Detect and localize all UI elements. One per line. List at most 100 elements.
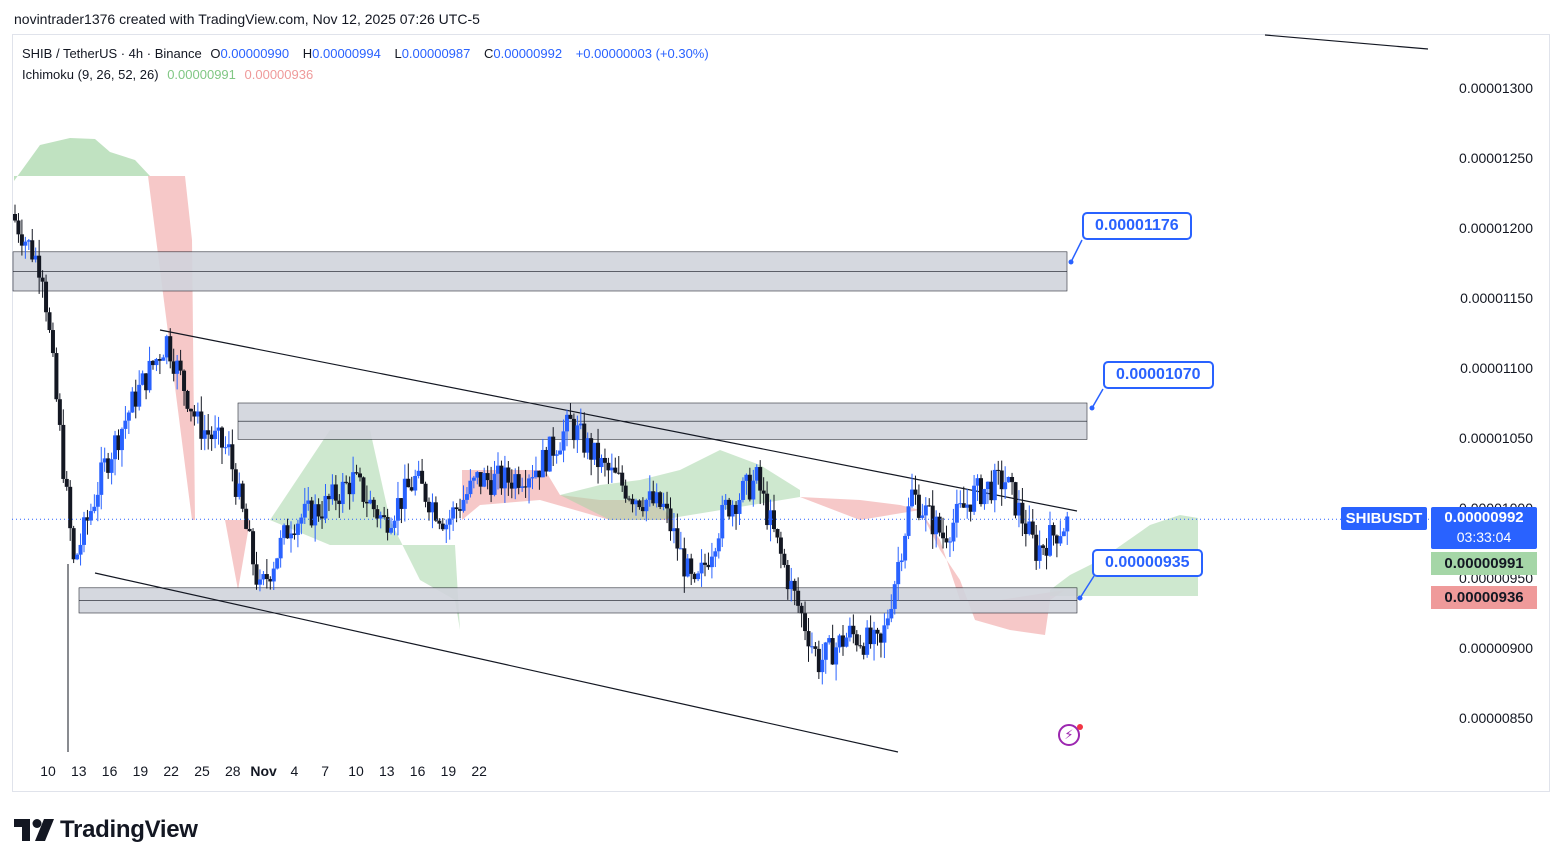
candle-body (47, 312, 52, 331)
candle-body (68, 486, 73, 529)
candle-body (596, 442, 601, 468)
upper-trendline (1264, 34, 1429, 50)
candle-body (240, 483, 245, 509)
candle-body (247, 528, 252, 532)
candle-body (958, 503, 963, 505)
candle-body (765, 493, 770, 526)
candle-body (547, 436, 552, 472)
candle-body (354, 472, 359, 474)
callout-anchor-3 (1077, 595, 1083, 601)
candle-body (75, 554, 80, 560)
flash-icon[interactable]: ⚡ (1058, 724, 1080, 746)
candle-body (278, 537, 283, 559)
candle-body (168, 336, 173, 362)
candle-body (1006, 477, 1011, 483)
legend-close-label: C (484, 46, 494, 61)
candle-body (230, 444, 235, 470)
candle-body (934, 516, 939, 535)
candle-body (1041, 545, 1046, 548)
candle-body (13, 214, 17, 221)
channel-lower-trendline (94, 572, 899, 753)
candle-body (502, 467, 507, 489)
candle-body (941, 532, 946, 539)
candle-body (861, 646, 866, 655)
candle-body (823, 642, 828, 660)
candle-body (54, 353, 59, 400)
legend-low: 0.00000987 (401, 46, 471, 61)
candle-body (161, 357, 166, 361)
candle-body (178, 360, 183, 371)
candle-body (592, 442, 597, 460)
candle-body (116, 435, 121, 451)
price-tick-label: 0.00001150 (1460, 290, 1533, 306)
indicator-value-green: 0.00000991 (167, 67, 236, 82)
legend-open-label: O (210, 46, 221, 61)
candle-body (1044, 547, 1049, 556)
candle-body (61, 424, 66, 479)
candle-body (540, 449, 545, 478)
candle-body (623, 485, 628, 499)
candle-body (834, 647, 839, 665)
candle-body (340, 481, 345, 505)
candle-body (647, 491, 652, 500)
candle-body (464, 494, 469, 500)
indicator-legend[interactable]: Ichimoku (9, 26, 52, 26) 0.00000991 0.00… (22, 67, 318, 82)
callout-level-mid[interactable]: 0.00001070 (1103, 361, 1214, 389)
candle-body (378, 515, 383, 519)
candle-body (634, 500, 638, 505)
candle-body (1054, 535, 1059, 544)
last-price-value: 0.00000992 (1444, 509, 1524, 526)
candle-body (527, 478, 532, 488)
ichimoku-cloud-bull (14, 138, 150, 181)
candle-body (865, 627, 870, 655)
candle-body (185, 390, 190, 409)
price-tick-label: 0.00000850 (1459, 710, 1533, 726)
candle-body (402, 478, 407, 509)
candle-body (578, 423, 583, 426)
candle-body (916, 494, 921, 518)
candle-body (26, 240, 31, 242)
candle-body (171, 361, 176, 374)
time-tick-label: 28 (225, 763, 241, 779)
candle-body (844, 637, 849, 647)
candle-body (682, 548, 687, 577)
chart-frame[interactable] (12, 34, 1550, 792)
price-tick-label: 0.00001200 (1459, 220, 1533, 236)
candle-body (257, 579, 262, 585)
candle-body (937, 516, 942, 533)
candle-body (154, 359, 159, 366)
candle-body (837, 635, 842, 648)
candle-body (361, 477, 366, 502)
ichimoku-green-tag: 0.00000991 (1431, 552, 1537, 575)
candle-body (471, 477, 476, 481)
candle-body (451, 507, 456, 519)
candle-body (499, 465, 504, 489)
time-tick-label: 19 (440, 763, 457, 779)
candle-body (851, 625, 856, 635)
candle-body (147, 360, 152, 391)
ichimoku-cloud-bear (148, 176, 250, 590)
candle-body (982, 489, 987, 505)
candle-body (409, 487, 414, 491)
candle-body (164, 336, 169, 358)
callout-level-top[interactable]: 0.00001176 (1082, 212, 1192, 240)
tradingview-wordmark: TradingView (60, 816, 198, 843)
candle-body (589, 438, 594, 460)
candle-body (954, 503, 959, 523)
candle-body (544, 449, 549, 472)
candle-body (433, 502, 438, 521)
candle-body (903, 535, 908, 561)
time-tick-label: 13 (379, 763, 395, 779)
candle-body (854, 634, 859, 646)
candle-body (713, 551, 718, 557)
candle-body (751, 480, 756, 500)
candle-body (644, 499, 649, 512)
tradingview-logo[interactable]: TradingView (14, 815, 198, 845)
callout-level-low[interactable]: 0.00000935 (1092, 549, 1203, 577)
candle-body (292, 533, 297, 535)
legend-high: 0.00000994 (312, 46, 381, 61)
candle-body (709, 556, 714, 568)
candle-body (413, 475, 418, 491)
time-tick-label: 22 (163, 763, 179, 779)
